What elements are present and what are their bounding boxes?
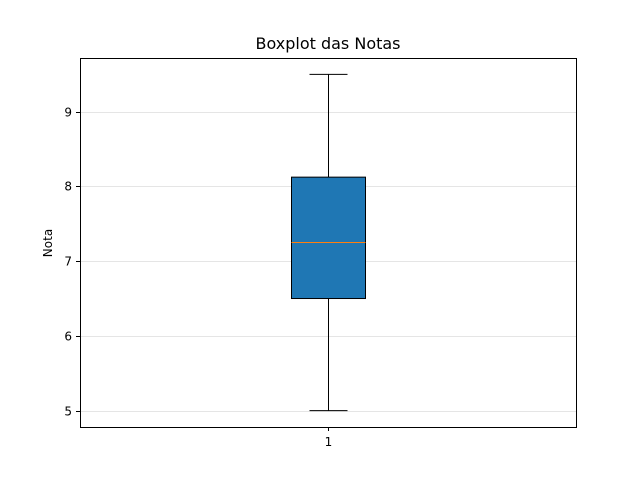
y-tick-label: 7 — [64, 255, 72, 269]
marks-layer — [291, 73, 366, 412]
box-iqr — [291, 176, 366, 300]
y-axis: 5 6 7 8 9 — [64, 106, 80, 419]
y-tick-label: 5 — [64, 405, 72, 419]
chart-title: Boxplot das Notas — [255, 34, 400, 53]
y-tick-label: 6 — [64, 330, 72, 344]
y-tick-label: 9 — [64, 106, 72, 120]
x-axis: 1 — [325, 427, 333, 449]
y-axis-label: Nota — [41, 229, 55, 257]
y-tick-label: 8 — [64, 180, 72, 194]
x-tick-label: 1 — [325, 435, 333, 449]
